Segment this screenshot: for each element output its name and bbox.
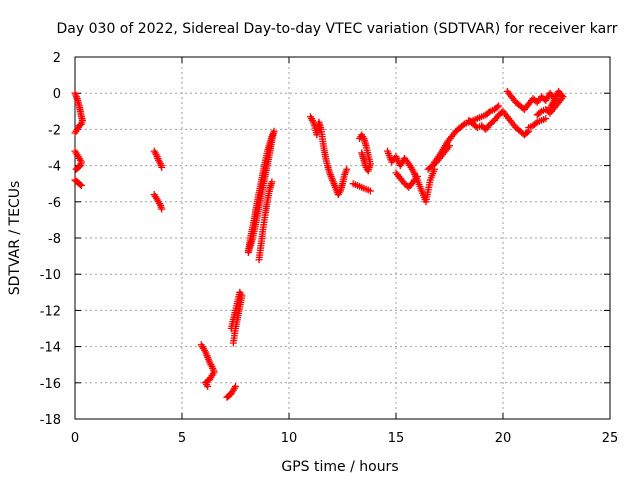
data-segment xyxy=(244,127,278,256)
y-tick-label: -12 xyxy=(40,304,61,319)
data-point xyxy=(532,119,540,127)
data-point xyxy=(495,102,503,110)
data-segment xyxy=(306,113,351,199)
data-segment xyxy=(465,107,533,139)
plot-frame xyxy=(74,56,611,420)
data-segment xyxy=(71,147,85,173)
data-point xyxy=(343,165,351,173)
y-tick-label: -2 xyxy=(48,123,61,138)
data-point xyxy=(546,104,554,112)
data-point xyxy=(542,115,550,123)
data-segment xyxy=(71,176,85,190)
chart-title: Day 030 of 2022, Sidereal Day-to-day VTE… xyxy=(57,21,618,37)
y-tick-label: -14 xyxy=(40,341,61,356)
y-tick-labels: -18 -16 -14 -12 -10 -8 -6 -4 -2 0 2 xyxy=(40,51,61,428)
data-segment xyxy=(150,191,166,213)
data-segment xyxy=(392,169,421,191)
data-segment xyxy=(525,115,550,132)
x-tick-label: 15 xyxy=(388,431,405,446)
y-tick-label: 2 xyxy=(53,51,61,66)
x-axis-label: GPS time / hours xyxy=(281,459,398,475)
data-segment xyxy=(349,180,374,195)
data-segment xyxy=(383,147,439,206)
data-point xyxy=(493,103,501,111)
data-points xyxy=(71,87,567,401)
y-tick-label: -16 xyxy=(40,377,61,392)
y-axis-label: SDTVAR / TECUs xyxy=(7,181,23,296)
data-point xyxy=(446,142,453,150)
data-segment xyxy=(71,89,86,137)
data-point xyxy=(244,248,252,256)
data-point xyxy=(536,109,544,117)
data-point xyxy=(76,181,84,189)
data-segment xyxy=(150,147,166,171)
data-point xyxy=(413,172,421,180)
data-segment xyxy=(533,89,567,119)
x-tick-labels: 0 5 10 15 20 25 xyxy=(71,431,618,446)
data-segment xyxy=(223,382,239,401)
y-tick-label: -8 xyxy=(48,232,61,247)
data-segment xyxy=(197,341,218,390)
data-point xyxy=(204,382,212,390)
y-tick-label: -4 xyxy=(48,160,61,175)
data-segment xyxy=(227,288,246,347)
x-tick-label: 0 xyxy=(71,431,79,446)
y-tick-label: -18 xyxy=(40,413,61,428)
data-point xyxy=(358,149,366,157)
data-point xyxy=(459,121,467,129)
data-point xyxy=(523,128,531,136)
data-point xyxy=(158,163,166,171)
data-point xyxy=(268,178,276,186)
grid-lines xyxy=(75,57,610,419)
data-point xyxy=(73,164,81,172)
data-point xyxy=(77,182,85,190)
data-point xyxy=(366,187,374,195)
data-point xyxy=(229,339,237,347)
x-tick-label: 10 xyxy=(281,431,298,446)
data-point xyxy=(232,382,239,390)
data-segment xyxy=(255,178,276,264)
y-tick-label: -6 xyxy=(48,196,61,211)
x-tick-label: 20 xyxy=(495,431,512,446)
y-tick-label: 0 xyxy=(53,87,61,102)
data-point xyxy=(71,129,79,137)
data-point xyxy=(158,205,166,213)
y-tick-label: -10 xyxy=(40,268,61,283)
data-segment xyxy=(424,142,453,173)
data-segment xyxy=(356,131,374,175)
data-point xyxy=(485,109,493,117)
data-point xyxy=(431,165,439,173)
data-point xyxy=(72,165,80,173)
x-tick-label: 25 xyxy=(602,431,619,446)
x-tick-label: 5 xyxy=(178,431,186,446)
